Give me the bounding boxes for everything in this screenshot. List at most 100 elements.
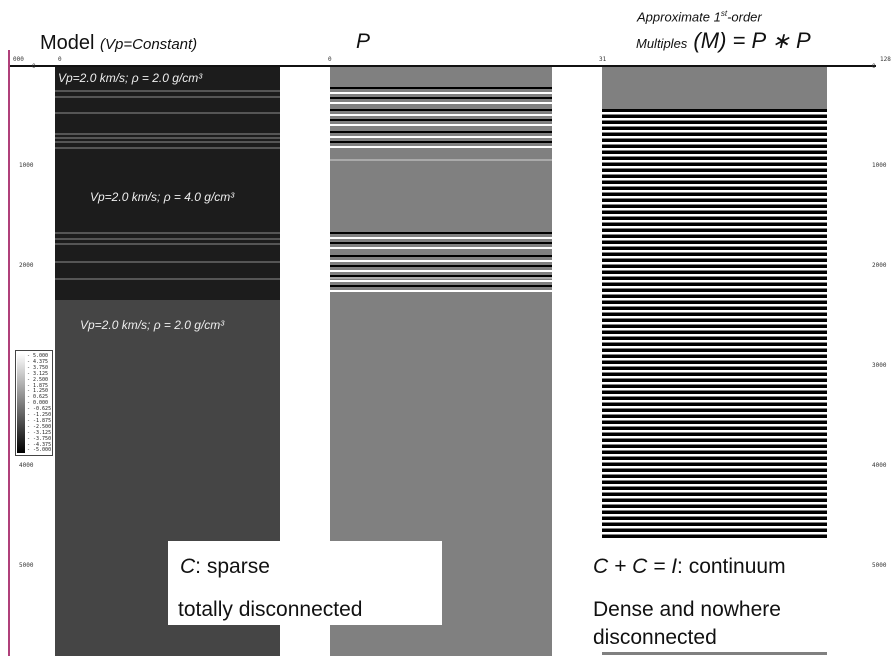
m-multiple-line	[602, 355, 827, 358]
m-multiple-line	[602, 196, 827, 198]
m-multiple-line	[602, 166, 827, 168]
m-multiple-line	[602, 322, 827, 324]
right-note-line1: C + C = I: continuum	[593, 555, 786, 579]
colorbar-value: - -4.375	[27, 441, 52, 448]
multiples-m: (M)	[693, 28, 727, 53]
colorbar-value: - 1.250	[27, 388, 49, 395]
m-multiple-line	[602, 436, 827, 438]
m-multiple-line	[602, 520, 827, 522]
m-multiple-line	[602, 289, 827, 292]
m-multiple-line	[602, 424, 827, 426]
top-axis-line	[10, 65, 876, 67]
p-reflection-line	[330, 119, 552, 121]
p-reflection-line	[330, 92, 552, 94]
m-multiple-line	[602, 232, 827, 234]
p-reflection-line	[330, 114, 552, 116]
p-reflection-line	[330, 285, 552, 287]
colorbar-gradient	[17, 353, 25, 453]
m-multiple-line	[602, 526, 827, 528]
model-layer-line	[55, 238, 280, 240]
multiples-title-line2: Multiples (M) = P ∗ P	[636, 28, 811, 54]
m-multiple-line	[602, 502, 827, 504]
m-multiple-line	[602, 310, 827, 312]
m-multiple-line	[602, 346, 827, 348]
m-multiple-line	[602, 397, 827, 400]
m-multiple-line	[602, 187, 827, 190]
right-tick: 3000	[872, 362, 887, 369]
m-multiple-line	[602, 319, 827, 322]
top-left-tick: 0	[32, 63, 36, 70]
left-tick: 4000	[19, 462, 34, 469]
m-multiple-line	[602, 385, 827, 388]
m-multiple-line	[602, 157, 827, 160]
m-multiple-line	[602, 388, 827, 390]
m-multiple-line	[602, 328, 827, 330]
p-reflection-line	[330, 290, 552, 292]
m-multiple-line	[602, 244, 827, 246]
right-note-line2: Dense and nowhere	[593, 598, 781, 621]
m-multiple-line	[602, 370, 827, 372]
model-layer-line	[55, 141, 280, 143]
model-title: Model (Vp=Constant)	[40, 32, 197, 55]
p-reflection-line	[330, 242, 552, 244]
m-multiple-line	[602, 223, 827, 226]
model-title-sub: (Vp=Constant)	[100, 36, 198, 53]
p-reflection-line	[330, 237, 552, 239]
m-multiple-line	[602, 316, 827, 318]
p-reflection-line	[330, 265, 552, 267]
m-multiple-line	[602, 490, 827, 492]
model-layer-line	[55, 243, 280, 245]
p-reflection-line	[330, 146, 552, 148]
m-multiple-line	[602, 304, 827, 306]
m-multiple-line	[602, 391, 827, 394]
m-multiple-line	[602, 199, 827, 202]
colorbar-value: - -1.250	[27, 412, 52, 418]
multiples-title-end: -order	[727, 9, 762, 25]
m-multiple-line	[602, 109, 827, 112]
colorbar-value: - -1.875	[27, 417, 52, 424]
m-multiple-line	[602, 118, 827, 120]
left-tick: 5000	[19, 562, 34, 569]
m-multiple-line	[602, 235, 827, 238]
m-multiple-line	[602, 121, 827, 124]
m-multiple-line	[602, 130, 827, 132]
p-reflection-line	[330, 247, 552, 249]
colorbar-legend: - 5.000- 4.375- 3.750- 3.125- 2.500- 1.8…	[15, 350, 53, 456]
m-multiple-line	[602, 538, 827, 540]
dense-layer	[55, 67, 280, 300]
m-multiple-line	[602, 274, 827, 276]
m-multiple-line	[602, 271, 827, 274]
m-multiple-line	[602, 331, 827, 334]
m-multiple-line	[602, 217, 827, 220]
m-multiple-line	[602, 259, 827, 262]
right-tick: 5000	[872, 562, 887, 569]
m-multiple-line	[602, 136, 827, 138]
m-multiple-line	[602, 517, 827, 520]
m-multiple-line	[602, 349, 827, 352]
m-multiple-line	[602, 508, 827, 510]
right-tick: 1000	[872, 162, 887, 169]
colorbar-value: - 2.500	[27, 376, 49, 383]
m-multiple-line	[602, 463, 827, 466]
m-multiple-line	[602, 523, 827, 526]
m-multiple-line	[602, 238, 827, 240]
colorbar-value: - -3.750	[27, 435, 52, 442]
m-multiple-line	[602, 265, 827, 268]
colorbar-value: - 4.375	[27, 358, 49, 365]
m-multiple-line	[602, 442, 827, 444]
multiples-equation: = P ∗ P	[732, 28, 811, 53]
m-multiple-line	[602, 256, 827, 258]
m-multiple-line	[602, 430, 827, 432]
model-layer-line	[55, 90, 280, 92]
m-multiple-line	[602, 283, 827, 286]
m-multiple-line	[602, 454, 827, 456]
right-note-line3: disconnected	[593, 626, 717, 649]
m-multiple-line	[602, 337, 827, 340]
m-multiple-line	[602, 208, 827, 210]
p-reflection-line	[330, 141, 552, 143]
right-note-box	[588, 541, 834, 656]
m-multiple-line	[602, 535, 827, 538]
m-multiple-line	[602, 190, 827, 192]
panel-top-label: 0	[58, 56, 62, 63]
layer2-label: Vp=2.0 km/s; ρ = 4.0 g/cm³	[90, 190, 235, 204]
